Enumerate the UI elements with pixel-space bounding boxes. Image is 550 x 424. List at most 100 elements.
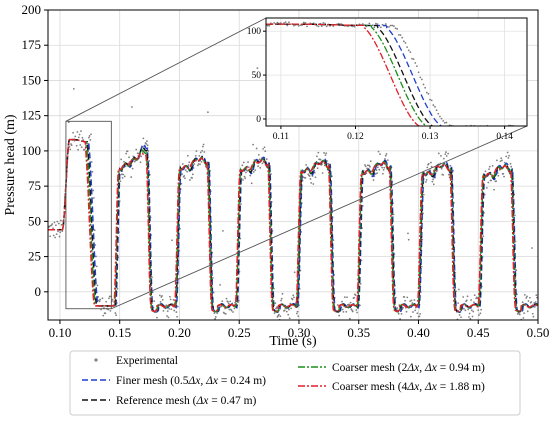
experimental-point — [530, 301, 533, 303]
inset-experimental-point — [297, 25, 300, 27]
inset-experimental-point — [325, 25, 328, 28]
experimental-point — [482, 235, 485, 238]
experimental-point — [531, 247, 533, 249]
inset-experimental-point — [373, 26, 376, 29]
y-tick-label: 75 — [28, 178, 41, 193]
legend-label-suffix: = 0.47 m) — [208, 395, 256, 407]
experimental-point — [350, 308, 353, 310]
inset-experimental-point — [388, 25, 390, 28]
experimental-point — [364, 164, 366, 166]
experimental-point — [440, 155, 442, 157]
experimental-point — [255, 147, 258, 150]
experimental-point — [194, 155, 197, 157]
experimental-point — [502, 172, 505, 175]
experimental-point — [80, 146, 83, 149]
experimental-point — [531, 312, 534, 315]
experimental-point — [171, 239, 173, 242]
experimental-point — [60, 219, 62, 222]
experimental-point — [527, 300, 530, 302]
legend-label-math: Δx — [195, 395, 209, 407]
experimental-point — [458, 314, 461, 316]
legend-label-4: Reference mesh (Δx = 0.47 m) — [116, 395, 257, 407]
experimental-point — [156, 316, 158, 319]
legend-label-suffix: = 0.94 m) — [437, 362, 485, 374]
inset-experimental-point — [352, 25, 354, 28]
experimental-point — [304, 177, 307, 179]
experimental-point — [356, 311, 358, 314]
experimental-point — [76, 131, 79, 133]
experimental-point — [515, 269, 518, 272]
experimental-point — [125, 152, 128, 155]
experimental-point — [283, 309, 286, 312]
experimental-point — [131, 167, 134, 170]
experimental-point — [136, 152, 139, 155]
experimental-point — [385, 153, 388, 155]
experimental-point — [495, 159, 498, 162]
inset-experimental-point — [462, 127, 464, 129]
inset-experimental-point — [273, 22, 276, 24]
experimental-point — [199, 163, 201, 166]
experimental-point — [195, 150, 198, 152]
experimental-point — [161, 299, 164, 301]
y-tick-label: 200 — [22, 2, 42, 17]
experimental-point — [200, 160, 203, 163]
experimental-point — [364, 165, 367, 168]
experimental-point — [302, 176, 305, 179]
inset-experimental-point — [358, 23, 361, 26]
experimental-point — [341, 300, 343, 303]
inset-series-line-1 — [266, 23, 443, 126]
legend-label-math: Δx, Δx — [406, 381, 437, 393]
inset-experimental-point — [419, 76, 422, 79]
experimental-point — [468, 316, 470, 318]
inset-experimental-point — [412, 58, 415, 60]
experimental-point — [147, 150, 150, 152]
experimental-point — [225, 297, 228, 300]
experimental-point — [500, 157, 503, 160]
experimental-point — [184, 177, 186, 180]
experimental-point — [172, 298, 175, 301]
experimental-point — [497, 174, 500, 177]
experimental-point — [426, 166, 429, 169]
experimental-point — [406, 296, 409, 299]
experimental-point — [321, 172, 324, 174]
y-tick-label: 50 — [28, 213, 41, 228]
inset-experimental-point — [283, 22, 285, 24]
experimental-point — [470, 309, 473, 312]
experimental-point — [355, 309, 358, 311]
inset-experimental-point — [353, 25, 356, 28]
experimental-point — [98, 300, 101, 303]
inset-experimental-point — [498, 127, 500, 129]
experimental-point — [128, 156, 130, 159]
experimental-point — [264, 150, 267, 153]
experimental-point — [70, 144, 73, 147]
inset-experimental-point — [376, 23, 379, 26]
experimental-point — [440, 167, 443, 170]
experimental-point — [402, 306, 404, 309]
experimental-point — [52, 227, 54, 230]
experimental-point — [237, 301, 239, 304]
inset-experimental-point — [432, 104, 435, 106]
experimental-point — [319, 158, 322, 161]
experimental-point — [72, 131, 74, 134]
y-tick-label: 100 — [22, 143, 42, 158]
inset-experimental-point — [368, 22, 371, 25]
inset-experimental-point — [503, 129, 505, 131]
experimental-point — [120, 158, 123, 161]
experimental-point — [280, 299, 282, 302]
experimental-point — [430, 165, 433, 168]
experimental-point — [521, 301, 524, 304]
experimental-point — [157, 321, 159, 323]
experimental-point — [233, 307, 236, 310]
experimental-point — [491, 165, 494, 167]
experimental-point — [513, 214, 516, 217]
inset-experimental-point — [457, 129, 459, 131]
experimental-point — [312, 183, 315, 185]
inset-x-tick-label: 0.13 — [422, 132, 439, 142]
experimental-point — [488, 168, 490, 170]
experimental-point — [168, 307, 171, 310]
experimental-point — [296, 310, 299, 313]
experimental-point — [422, 212, 424, 215]
experimental-point — [369, 165, 371, 168]
experimental-point — [413, 299, 416, 301]
inset-experimental-point — [315, 24, 318, 27]
